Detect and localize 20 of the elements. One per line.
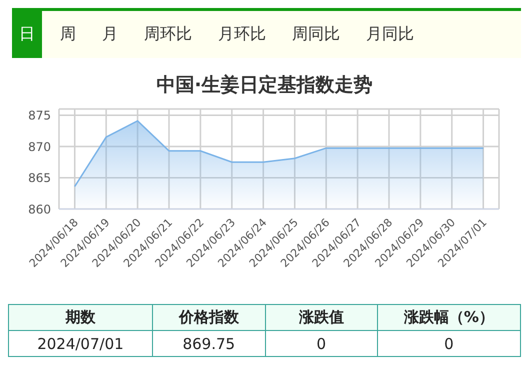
text: 周环比 xyxy=(143,23,193,45)
text: 价格指数 xyxy=(152,304,266,330)
text: 周同比 xyxy=(291,23,341,45)
text: 月 xyxy=(101,23,119,45)
text: 涨跌幅（%） xyxy=(377,304,520,330)
text: 月同比 xyxy=(365,23,415,45)
text: 2024/07/01 xyxy=(8,330,152,356)
y-tick-label: 865 xyxy=(28,171,51,186)
text: 周 xyxy=(59,23,77,45)
text: 0 xyxy=(265,330,378,356)
y-tick-label: 875 xyxy=(28,108,51,123)
text: 涨跌值 xyxy=(265,304,378,330)
text: 869.75 xyxy=(152,330,266,356)
text: 0 xyxy=(377,330,520,356)
chart-title: 中国·生姜日定基指数走势 xyxy=(155,73,374,98)
y-tick-label: 870 xyxy=(28,140,51,154)
text: 日 xyxy=(12,11,42,58)
text: 月环比 xyxy=(217,23,267,45)
y-tick-label: 860 xyxy=(28,202,51,216)
text: 期数 xyxy=(8,304,152,330)
